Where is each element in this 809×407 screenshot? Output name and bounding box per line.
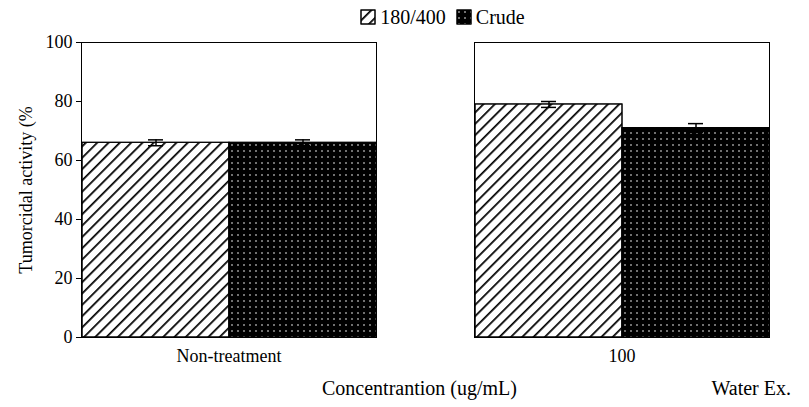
svg-text:Non-treatment: Non-treatment bbox=[177, 346, 282, 366]
html-text:Concentrantion (ug/mL): Concentrantion (ug/mL) bbox=[322, 377, 517, 399]
html-text:180/400: 180/400 bbox=[380, 5, 446, 28]
svg-text:0: 0 bbox=[64, 327, 73, 347]
svg-text:40: 40 bbox=[55, 209, 73, 229]
svg-text:60: 60 bbox=[55, 150, 73, 170]
html-text:Water Ex.: Water Ex. bbox=[711, 377, 791, 399]
svg-text:Tumorcidal activity (%: Tumorcidal activity (% bbox=[16, 106, 37, 273]
svg-text:80: 80 bbox=[55, 91, 73, 111]
svg-text:100: 100 bbox=[46, 34, 73, 52]
html-text:Crude: Crude bbox=[475, 5, 525, 28]
svg-text:100: 100 bbox=[609, 346, 636, 366]
svg-text:20: 20 bbox=[55, 268, 73, 288]
